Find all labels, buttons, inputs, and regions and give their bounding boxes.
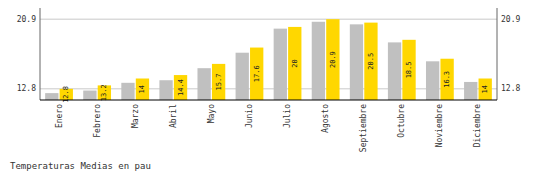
data-label: 16.3 [443, 71, 451, 88]
bar [350, 24, 363, 100]
x-tick-label: Diciembre [473, 104, 482, 148]
bar [159, 80, 172, 100]
bar [212, 64, 225, 100]
x-tick-label: Abril [169, 104, 178, 128]
data-label: 18.5 [405, 61, 413, 78]
y2-axis-line [497, 8, 498, 100]
bar [426, 61, 439, 100]
data-labels: 12.813.21414.415.717.62020.920.518.516.3… [62, 51, 489, 103]
data-label: 13.2 [100, 84, 108, 101]
bar [364, 23, 377, 100]
bar [312, 22, 325, 100]
y2-tick-label: 20.9 [501, 15, 520, 24]
x-tick-label: Marzo [131, 104, 140, 128]
y-tick-label: 20.9 [17, 15, 36, 24]
bar [136, 79, 149, 100]
bar [326, 19, 339, 100]
bar [440, 59, 453, 100]
x-tick-label: Enero [55, 104, 64, 128]
x-axis-line [40, 100, 497, 101]
bar [121, 83, 134, 100]
bar [250, 48, 263, 100]
x-tick-label: Mayo [207, 104, 216, 123]
data-label: 20 [291, 59, 299, 67]
bar [197, 68, 210, 100]
data-label: 14 [481, 85, 489, 93]
bar [174, 75, 187, 100]
bar [45, 93, 58, 100]
y-tick-label: 12.8 [17, 84, 36, 93]
bars [45, 19, 492, 100]
bar [402, 40, 415, 100]
title: Temperaturas Medias en pau [10, 161, 151, 171]
x-tick-label: Noviembre [435, 104, 444, 148]
grid-line [40, 19, 497, 20]
x-tick-label: Julio [283, 104, 292, 128]
data-label: 14 [138, 85, 146, 93]
chart: 12.8 13.2 14 14.4 15.7 17.6 20 20.9 20.5 18.5 16.3… [0, 0, 537, 174]
data-label: 14.4 [177, 79, 185, 96]
bar [479, 79, 492, 100]
x-tick-label: Agosto [321, 104, 330, 133]
data-label: 15.7 [215, 74, 223, 91]
bar [388, 42, 401, 100]
x-tick-label: Junio [245, 104, 254, 128]
data-label: 17.6 [253, 65, 261, 82]
bar [288, 27, 301, 100]
x-tick-label: Octubre [397, 104, 406, 138]
y-axis-line [40, 8, 41, 100]
bar [464, 82, 477, 100]
bar [236, 53, 249, 100]
data-label: 20.5 [367, 53, 375, 70]
x-tick-label: Febrero [93, 104, 102, 138]
y2-tick-label: 12.8 [501, 84, 520, 93]
data-label: 20.9 [329, 51, 337, 68]
bar [83, 91, 96, 100]
bar [274, 29, 287, 100]
x-tick-label: Septiembre [359, 104, 368, 152]
